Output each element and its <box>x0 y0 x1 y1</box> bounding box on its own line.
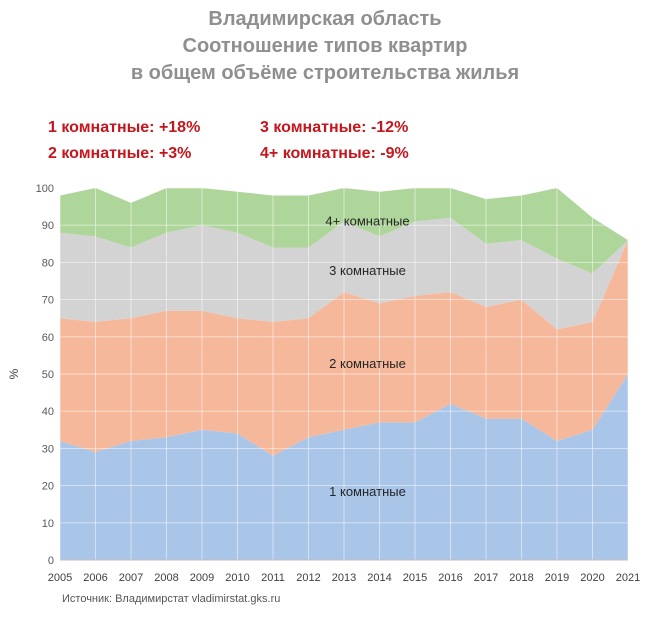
change-4plus-room: 4+ комнатные: -9% <box>260 145 409 162</box>
title-line-1: Владимирская область <box>208 8 442 30</box>
x-tick-label: 2015 <box>403 572 427 584</box>
x-tick-label: 2012 <box>296 572 320 584</box>
x-tick-label: 2007 <box>119 572 143 584</box>
x-tick-label: 2009 <box>190 572 214 584</box>
y-tick-label: 60 <box>42 332 54 344</box>
x-tick-label: 2018 <box>509 572 533 584</box>
title-line-2: Соотношение типов квартир <box>182 35 468 57</box>
x-tick-label: 2017 <box>474 572 498 584</box>
y-tick-label: 50 <box>42 369 54 381</box>
y-tick-label: 80 <box>42 257 54 269</box>
series-label-1: 1 комнатные <box>329 484 406 499</box>
y-tick-label: 0 <box>48 555 54 567</box>
x-tick-label: 2006 <box>83 572 107 584</box>
change-summary: 1 комнатные: +18% 3 комнатные: -12% 2 ко… <box>48 115 472 167</box>
x-tick-label: 2011 <box>261 572 285 584</box>
y-tick-label: 10 <box>42 518 54 530</box>
series-label-2: 2 комнатные <box>329 356 406 371</box>
title-line-3: в общем объёме строительства жилья <box>130 62 520 84</box>
series-label-3: 3 комнатные <box>329 263 406 278</box>
y-axis-label: % <box>7 368 21 379</box>
source-note: Источник: Владимирстат vladimirstat.gks.… <box>62 593 281 605</box>
y-tick-label: 30 <box>42 443 54 455</box>
x-tick-label: 2020 <box>580 572 604 584</box>
x-tick-label: 2005 <box>48 572 72 584</box>
x-tick-label: 2010 <box>225 572 249 584</box>
y-tick-label: 100 <box>36 183 54 195</box>
x-tick-label: 2013 <box>332 572 356 584</box>
change-2-room: 2 комнатные: +3% <box>48 145 192 162</box>
y-tick-label: 90 <box>42 220 54 232</box>
change-3-room: 3 комнатные: -12% <box>260 119 409 136</box>
chart-title: Владимирская область Соотношение типов к… <box>0 6 650 87</box>
y-tick-label: 40 <box>42 406 54 418</box>
series-label-4: 4+ комнатные <box>325 214 409 229</box>
y-tick-label: 20 <box>42 481 54 493</box>
y-tick-label: 70 <box>42 295 54 307</box>
change-1-room: 1 комнатные: +18% <box>48 119 201 136</box>
x-tick-label: 2014 <box>367 572 391 584</box>
x-tick-label: 2019 <box>545 572 569 584</box>
x-tick-label: 2016 <box>438 572 462 584</box>
x-tick-label: 2021 <box>616 572 640 584</box>
x-tick-label: 2008 <box>154 572 178 584</box>
